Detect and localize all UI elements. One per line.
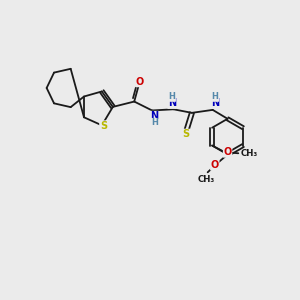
Text: H: H [169, 92, 176, 101]
Text: S: S [182, 129, 190, 139]
Text: O: O [211, 160, 219, 170]
Text: S: S [100, 121, 107, 131]
Text: CH₃: CH₃ [197, 175, 214, 184]
Text: O: O [224, 147, 232, 157]
Text: N: N [150, 111, 158, 122]
Text: N: N [211, 98, 219, 108]
Text: CH₃: CH₃ [241, 149, 258, 158]
Text: H: H [212, 92, 218, 101]
Text: N: N [168, 98, 176, 108]
Text: O: O [136, 76, 144, 87]
Text: H: H [151, 118, 158, 127]
